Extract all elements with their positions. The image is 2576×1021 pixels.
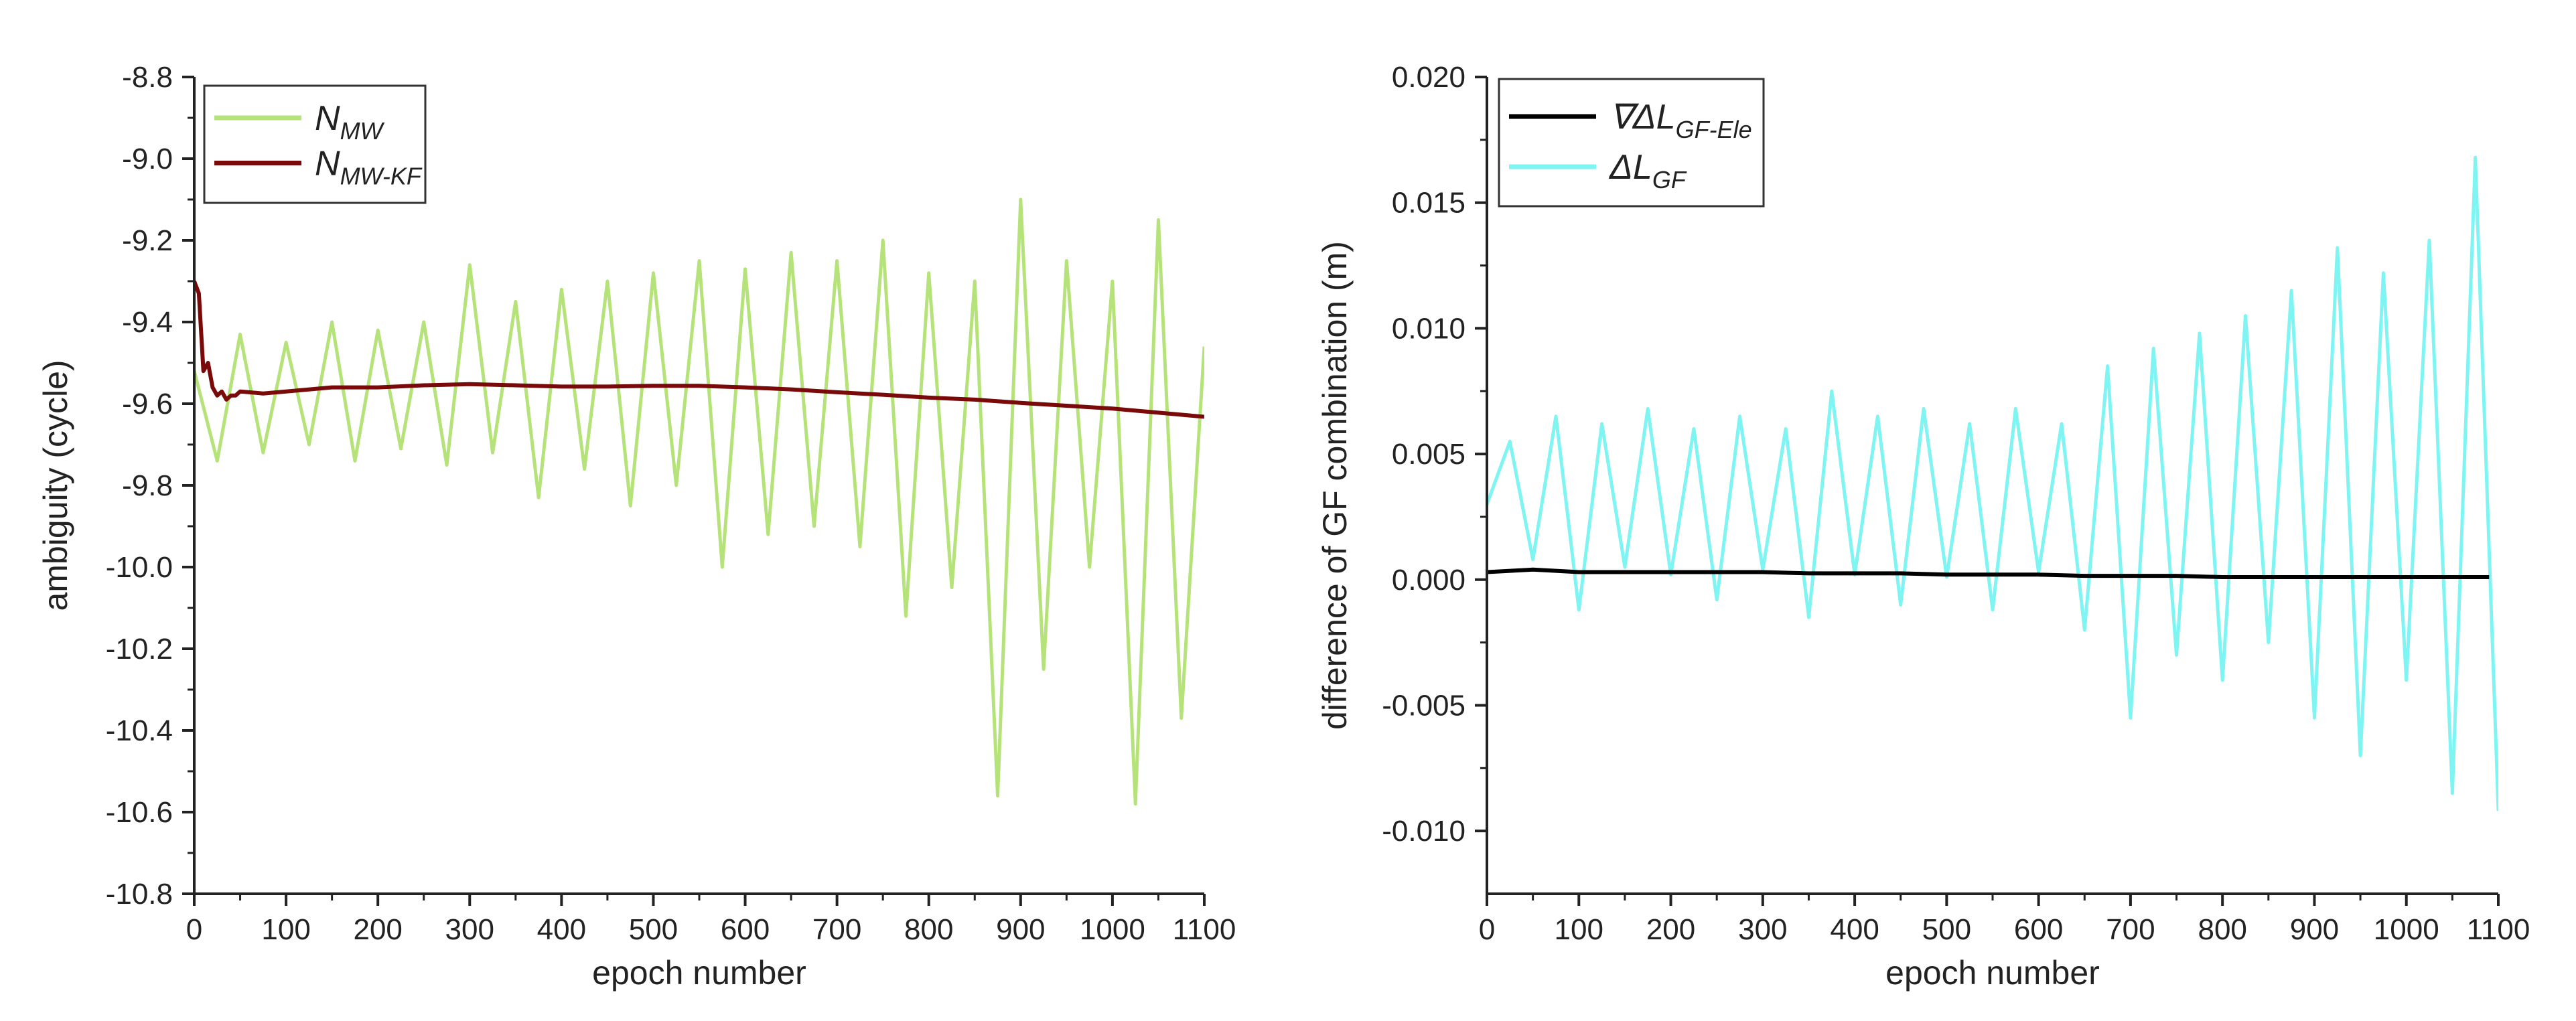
- x-tick-label: 300: [1738, 913, 1787, 946]
- x-tick-label: 900: [2290, 913, 2339, 946]
- x-tick-label: 0: [1479, 913, 1495, 946]
- y-tick-label: 0.020: [1392, 61, 1465, 94]
- x-tick-label: 200: [1646, 913, 1695, 946]
- series-line-n-mw: [194, 198, 1204, 806]
- series-line-n-mw-kf: [194, 280, 1204, 419]
- y-tick-label: -10.4: [106, 714, 173, 747]
- x-tick-label: 700: [2106, 913, 2155, 946]
- y-tick-label: 0.015: [1392, 187, 1465, 220]
- y-tick-label: -10.0: [106, 551, 173, 584]
- y-tick-label: 0.010: [1392, 312, 1465, 345]
- x-tick-label: 500: [1922, 913, 1971, 946]
- x-tick-label: 700: [812, 913, 861, 946]
- x-tick-label: 200: [353, 913, 402, 946]
- x-tick-label: 900: [996, 913, 1045, 946]
- chart-ambiguity: 0 100 200 300 400 500 600 700 800 900 1000 1100 -8.8…: [37, 61, 1236, 992]
- x-tick-label: 1000: [2374, 913, 2439, 946]
- series-line-l-gf: [1487, 155, 2498, 811]
- x-tick-label: 1100: [1173, 913, 1236, 946]
- x-tick-label: 100: [1555, 913, 1603, 946]
- x-tick-label: 1000: [1080, 913, 1145, 946]
- y-tick-label: -9.4: [122, 306, 173, 339]
- legend-label: ΔLGF: [1608, 148, 1687, 193]
- y-tick-label: -9.8: [122, 469, 173, 502]
- legend-box: [1498, 78, 1765, 208]
- x-tick-label: 100: [261, 913, 310, 946]
- x-tick-label: 800: [904, 913, 953, 946]
- legend: ∇ΔLGF-Ele ΔLGF: [1498, 78, 1765, 208]
- x-axis-title: epoch number: [1885, 954, 2100, 992]
- y-tick-label: -8.8: [122, 61, 173, 94]
- legend-box: [203, 84, 427, 204]
- x-tick-label: 600: [721, 913, 770, 946]
- y-tick-label: -10.6: [106, 796, 173, 829]
- x-tick-label: 500: [629, 913, 678, 946]
- legend-label: NMW-KF: [315, 145, 423, 190]
- y-axis-title: difference of GF combination (m): [1316, 241, 1354, 730]
- x-tick-label: 400: [537, 913, 586, 946]
- x-tick-label: 1100: [2467, 913, 2530, 946]
- legend-label: NMW: [315, 99, 385, 145]
- y-tick-label: 0.000: [1392, 564, 1465, 597]
- y-tick-label: -9.2: [122, 224, 173, 257]
- x-tick-label: 600: [2014, 913, 2063, 946]
- y-tick-label: -0.010: [1382, 815, 1465, 848]
- y-axis-title: ambiguity (cycle): [37, 360, 74, 611]
- legend-label: ∇ΔLGF-Ele: [1609, 98, 1752, 143]
- x-tick-label: 400: [1830, 913, 1879, 946]
- y-tick-label: 0.005: [1392, 438, 1465, 471]
- y-tick-label: -0.005: [1382, 689, 1465, 722]
- x-tick-label: 300: [445, 913, 494, 946]
- y-tick-label: -9.6: [122, 388, 173, 420]
- chart-gf-difference: 0 100 200 300 400 500 600 700 800 900 1000 1100 0.02…: [1316, 61, 2530, 992]
- y-tick-label: -9.0: [122, 143, 173, 175]
- y-tick-label: -10.2: [106, 633, 173, 665]
- x-tick-label: 0: [186, 913, 202, 946]
- series-line-l-gf-ele: [1487, 567, 2490, 579]
- y-tick-label: -10.8: [106, 878, 173, 911]
- x-axis-title: epoch number: [592, 954, 806, 992]
- x-tick-label: 800: [2198, 913, 2246, 946]
